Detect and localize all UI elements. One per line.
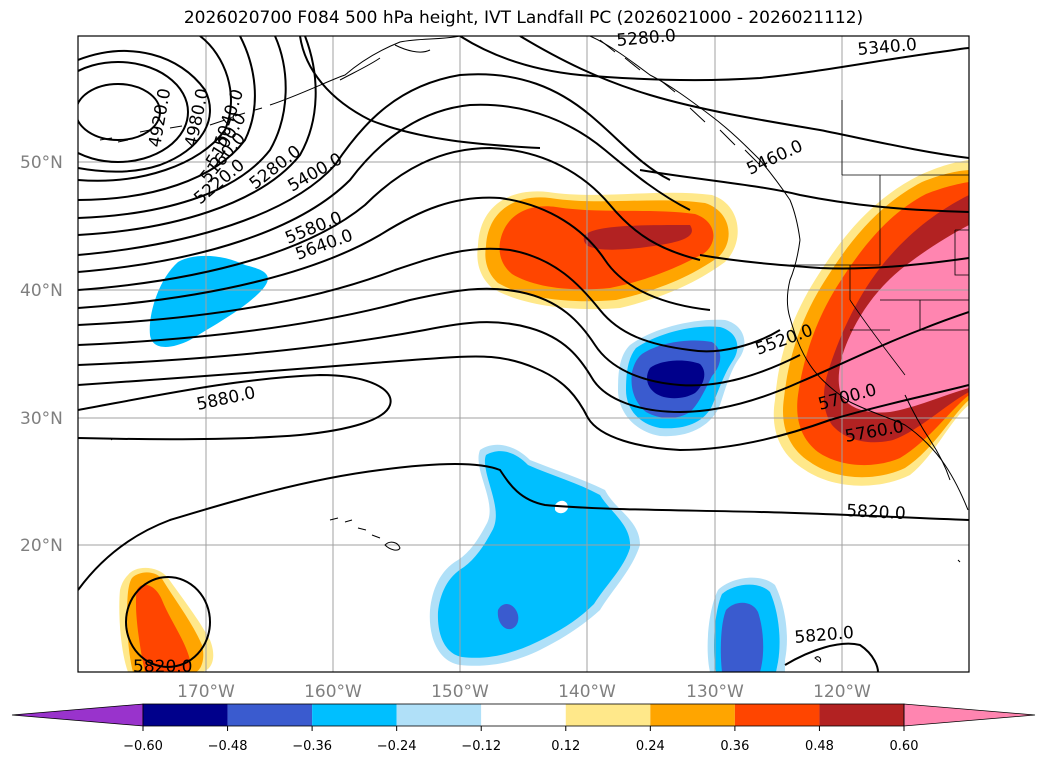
graticule <box>78 36 969 672</box>
latitude-labels: 50°N 40°N 30°N 20°N <box>20 153 63 556</box>
map-area <box>78 36 969 672</box>
ivt-positive-north-pacific <box>477 191 738 310</box>
colorbar-segment <box>650 704 735 726</box>
lon-label-140w: 140°W <box>558 682 616 702</box>
colorbar-tick-label: 0.24 <box>636 739 665 754</box>
colorbar-tick-label: −0.60 <box>123 739 163 754</box>
colorbar-segment <box>143 704 228 726</box>
colorbar-tick-label: −0.48 <box>208 739 248 754</box>
ivt-negative-north-pacific <box>149 255 268 347</box>
contour-label: 5820.0 <box>133 657 192 677</box>
lat-label-40n: 40°N <box>20 281 63 301</box>
lon-label-130w: 130°W <box>686 682 744 702</box>
colorbar-tick-label: 0.12 <box>551 739 580 754</box>
colorbar-segment <box>565 704 651 726</box>
height-contours <box>78 36 969 672</box>
colorbar-segment <box>819 704 904 726</box>
colorbar-extend-right <box>903 703 1036 727</box>
colorbar-segment <box>396 704 482 726</box>
colorbar-tick-label: 0.36 <box>720 739 749 754</box>
colorbar-outline <box>142 703 905 727</box>
lon-label-150w: 150°W <box>431 682 489 702</box>
colorbar-tick-label: −0.12 <box>461 739 501 754</box>
lon-label-170w: 170°W <box>177 682 235 702</box>
map-frame <box>77 35 970 673</box>
ivt-negative-southern <box>707 577 787 672</box>
colorbar-segment <box>481 704 566 726</box>
ivt-positive-west-coast <box>773 160 969 486</box>
map-title: 2026020700 F084 500 hPa height, IVT Land… <box>183 8 864 28</box>
colorbar-extend-left <box>11 703 144 727</box>
ivt-positive-southwest <box>119 567 214 672</box>
lon-label-120w: 120°W <box>813 682 871 702</box>
colorbar-tick-label: −0.36 <box>292 739 332 754</box>
ivt-negative-california-low <box>618 319 745 437</box>
colorbar-tick-label: −0.24 <box>377 739 417 754</box>
lat-label-30n: 30°N <box>20 409 63 429</box>
colorbar-tick-label: 0.60 <box>890 739 919 754</box>
colorbar-tick-label: 0.48 <box>805 739 834 754</box>
colorbar-segment <box>227 704 313 726</box>
colorbar-segment <box>312 704 397 726</box>
longitude-labels: 170°W 160°W 150°W 140°W 130°W 120°W <box>177 682 871 702</box>
lon-label-160w: 160°W <box>304 682 362 702</box>
colorbar-segment <box>734 704 820 726</box>
lat-label-50n: 50°N <box>20 153 63 173</box>
colorbar: −0.60 −0.48 −0.36 −0.24 −0.12 0.12 0.24 0.36 0.4… <box>11 703 1036 754</box>
contour-label: 5820.0 <box>846 501 906 524</box>
lat-label-20n: 20°N <box>20 536 63 556</box>
